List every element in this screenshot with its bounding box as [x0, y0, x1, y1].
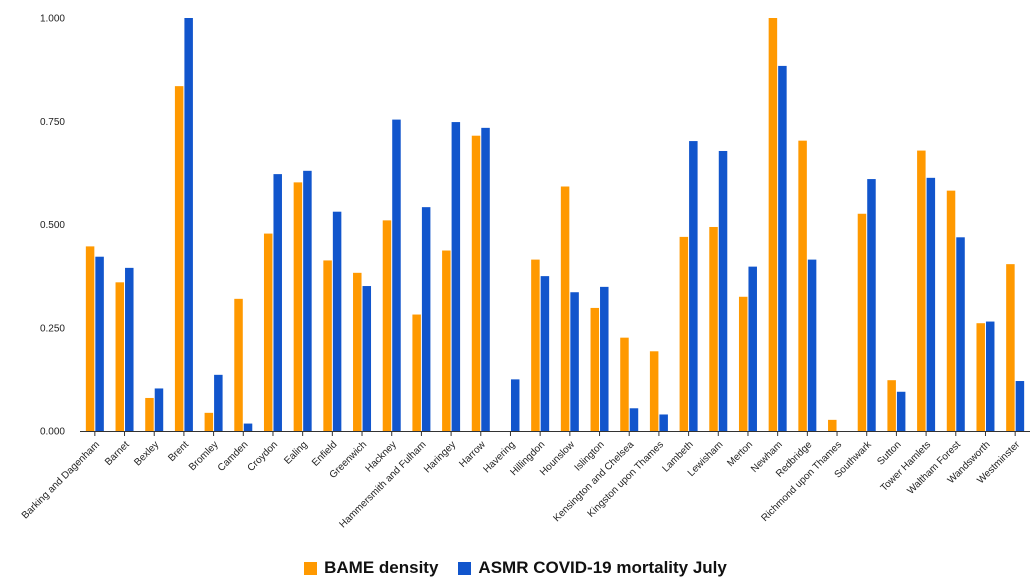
y-tick-label: 0.000: [40, 427, 65, 438]
bar-series-2: [243, 423, 253, 431]
bar-series-2: [510, 379, 520, 431]
bar-series-1: [442, 250, 451, 431]
x-tick-label: Haringey: [422, 439, 458, 475]
bar-series-1: [293, 182, 303, 431]
bar-series-1: [798, 140, 807, 431]
bar-series-1: [204, 412, 214, 431]
bar-series-2: [332, 211, 342, 431]
y-tick-label: 0.500: [40, 220, 65, 231]
x-tick-label: Croydon: [246, 439, 281, 474]
y-tick-label: 1.000: [40, 14, 65, 25]
bar-series-1: [323, 260, 332, 431]
x-tick-label: Waltham Forest: [905, 439, 963, 497]
legend: BAME density ASMR COVID-19 mortality Jul…: [0, 556, 1031, 580]
x-tick-label: Barnet: [103, 439, 132, 468]
bar-series-1: [560, 186, 570, 431]
bar-series-2: [926, 177, 936, 431]
bar-series-2: [362, 286, 372, 431]
bar-series-1: [679, 236, 689, 431]
bar-series-2: [451, 122, 461, 432]
legend-item-series-1: BAME density: [304, 558, 438, 578]
bar-series-1: [620, 337, 629, 431]
bar-series-2: [184, 18, 193, 431]
bar-series-1: [649, 351, 659, 431]
bar-series-1: [917, 150, 926, 431]
bar-series-1: [174, 86, 184, 432]
legend-swatch-series-2: [458, 561, 472, 575]
x-tick-label: Brent: [166, 439, 191, 464]
bar-series-2: [867, 179, 876, 431]
legend-label-series-1: BAME density: [324, 558, 439, 577]
bar-series-1: [145, 397, 154, 431]
bar-series-1: [768, 18, 778, 431]
bar-series-2: [659, 414, 668, 431]
bar-series-1: [234, 298, 243, 431]
bar-series-2: [629, 408, 639, 431]
bar-series-1: [857, 213, 867, 431]
bar-series-1: [738, 296, 748, 431]
y-tick-label: 0.250: [40, 323, 65, 334]
x-tick-label: Camden: [216, 439, 251, 474]
bar-series-1: [887, 380, 896, 431]
bar-series-2: [807, 259, 817, 431]
bar-series-2: [95, 256, 104, 431]
x-tick-label: Bexley: [132, 439, 161, 468]
bar-series-2: [956, 237, 965, 431]
bar-series-1: [382, 220, 392, 431]
bar-series-1: [412, 314, 421, 431]
y-tick-label: 0.750: [40, 117, 65, 128]
bar-series-2: [214, 374, 223, 431]
bar-series-1: [976, 323, 985, 431]
bar-series-2: [1015, 381, 1025, 431]
bar-series-2: [896, 391, 906, 431]
bar-series-1: [946, 190, 956, 431]
bar-series-2: [481, 127, 490, 431]
x-tick-label: Barking and Dagenham: [20, 439, 102, 521]
bar-series-1: [115, 282, 125, 431]
bar-series-2: [600, 286, 609, 431]
bar-series-1: [828, 419, 837, 431]
bar-series-1: [531, 259, 540, 431]
bar-series-2: [540, 276, 550, 431]
x-tick-label: Sutton: [875, 439, 903, 467]
bar-series-2: [392, 119, 401, 432]
bar-series-2: [154, 388, 164, 431]
legend-item-series-2: ASMR COVID-19 mortality July: [458, 558, 727, 578]
legend-label-series-2: ASMR COVID-19 mortality July: [478, 558, 727, 577]
bar-series-1: [590, 307, 600, 431]
bar-series-2: [273, 174, 282, 431]
bar-series-2: [570, 292, 579, 431]
bar-series-2: [125, 267, 134, 431]
bar-series-2: [778, 65, 787, 432]
bar-series-2: [718, 150, 728, 431]
bar-series-1: [709, 226, 718, 431]
bar-series-2: [303, 170, 312, 431]
bar-series-2: [985, 321, 995, 431]
bar-series-2: [689, 141, 698, 431]
x-tick-label: Ealing: [282, 439, 309, 466]
bar-series-1: [263, 233, 273, 431]
bar-series-1: [85, 246, 95, 431]
bar-series-1: [353, 272, 362, 431]
bar-series-2: [421, 207, 431, 431]
x-tick-label: Bromley: [187, 439, 221, 473]
bar-series-1: [1006, 264, 1015, 431]
bar-series-1: [471, 135, 481, 431]
bar-chart: 0.000 0.250 0.500 0.750 1.000 Barking and Dag…: [20, 14, 1030, 530]
bar-series-2: [748, 266, 757, 431]
legend-swatch-series-1: [304, 561, 318, 575]
